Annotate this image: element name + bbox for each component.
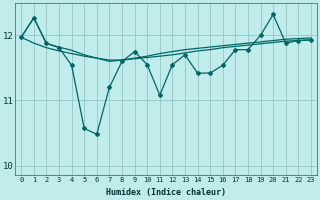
X-axis label: Humidex (Indice chaleur): Humidex (Indice chaleur) <box>106 188 226 197</box>
